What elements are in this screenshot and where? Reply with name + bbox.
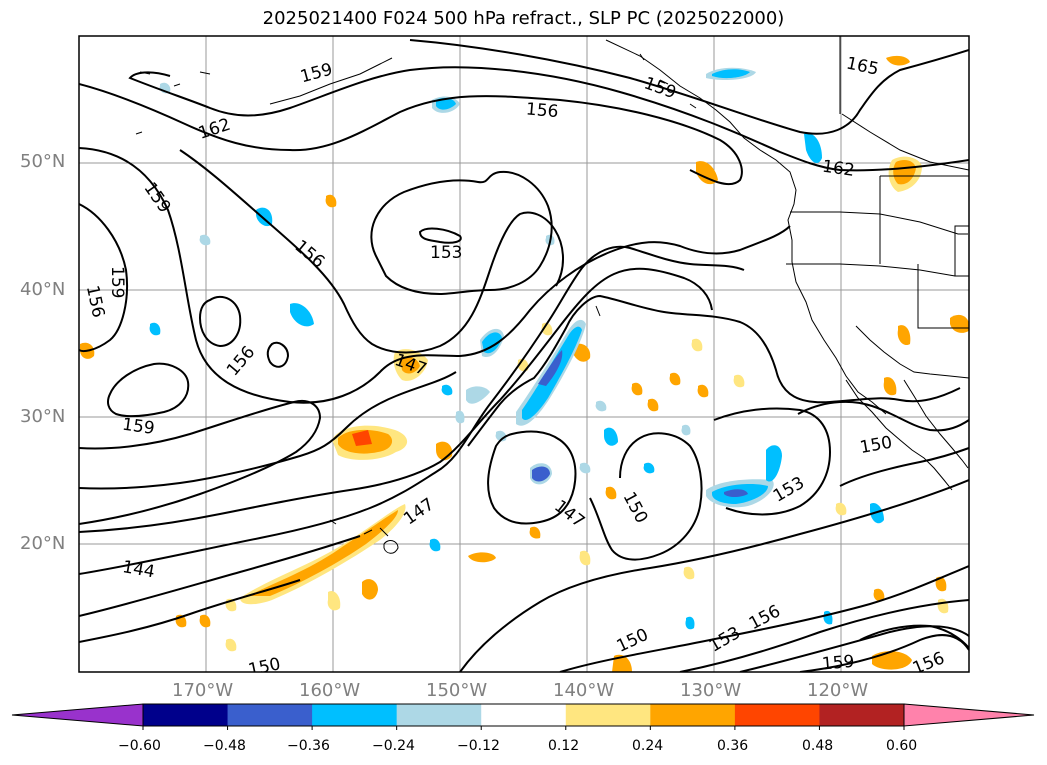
lon-label-120w: 120°W [807,680,869,701]
colorbar-tick-label: 0.36 [717,738,749,754]
contour-label: 159 [107,266,127,298]
colorbar-frame [142,703,905,727]
contour-label: 153 [430,243,462,263]
contour-label: 150 [247,654,283,680]
map-plot-area: 159 162 156 159 159 156 156 153 159 156 … [79,36,969,680]
colorbar-tick-label: −0.48 [203,738,246,754]
colorbar-segment [734,704,820,726]
map-title: 2025021400 F024 500 hPa refract., SLP PC… [262,8,785,29]
colorbar-tick-label: 0.12 [548,738,580,754]
colorbar-segment [565,704,651,726]
colorbar-tick-label: 0.48 [802,738,834,754]
colorbar-segment [396,704,482,726]
colorbar-tick-label: 0.24 [632,738,664,754]
anomaly-fill [80,55,969,672]
colorbar-extend-max [903,703,1035,727]
colorbar-segment [650,704,736,726]
colorbar-tick-label: −0.36 [287,738,330,754]
map-background [79,36,969,672]
isobars [79,39,969,672]
colorbar-tick-label: −0.24 [372,738,415,754]
colorbar-segment [819,704,905,726]
lon-label-150w: 150°W [426,680,488,701]
contour-label: 159 [821,652,855,675]
colorbar-extend-min [11,703,144,727]
colorbar-segment [481,704,567,726]
colorbar-segment [312,704,398,726]
colorbar-segment [227,704,313,726]
contour-label: 156 [525,99,559,122]
colorbar-tick-label: −0.12 [457,738,500,754]
colorbar-segment [143,704,229,726]
colorbar [11,703,1035,730]
lat-label-20n: 20°N [20,533,66,554]
lat-label-40n: 40°N [20,279,66,300]
contour-label: 159 [121,415,156,439]
lat-label-30n: 30°N [20,406,66,427]
lon-label-160w: 160°W [299,680,361,701]
lon-label-130w: 130°W [680,680,742,701]
colorbar-tick-label: −0.60 [118,738,161,754]
lon-label-170w: 170°W [172,680,234,701]
lat-label-50n: 50°N [20,151,66,172]
lon-label-140w: 140°W [553,680,615,701]
map-frame [78,35,970,673]
contour-label: 162 [821,157,856,181]
colorbar-tick-label: 0.60 [886,738,918,754]
